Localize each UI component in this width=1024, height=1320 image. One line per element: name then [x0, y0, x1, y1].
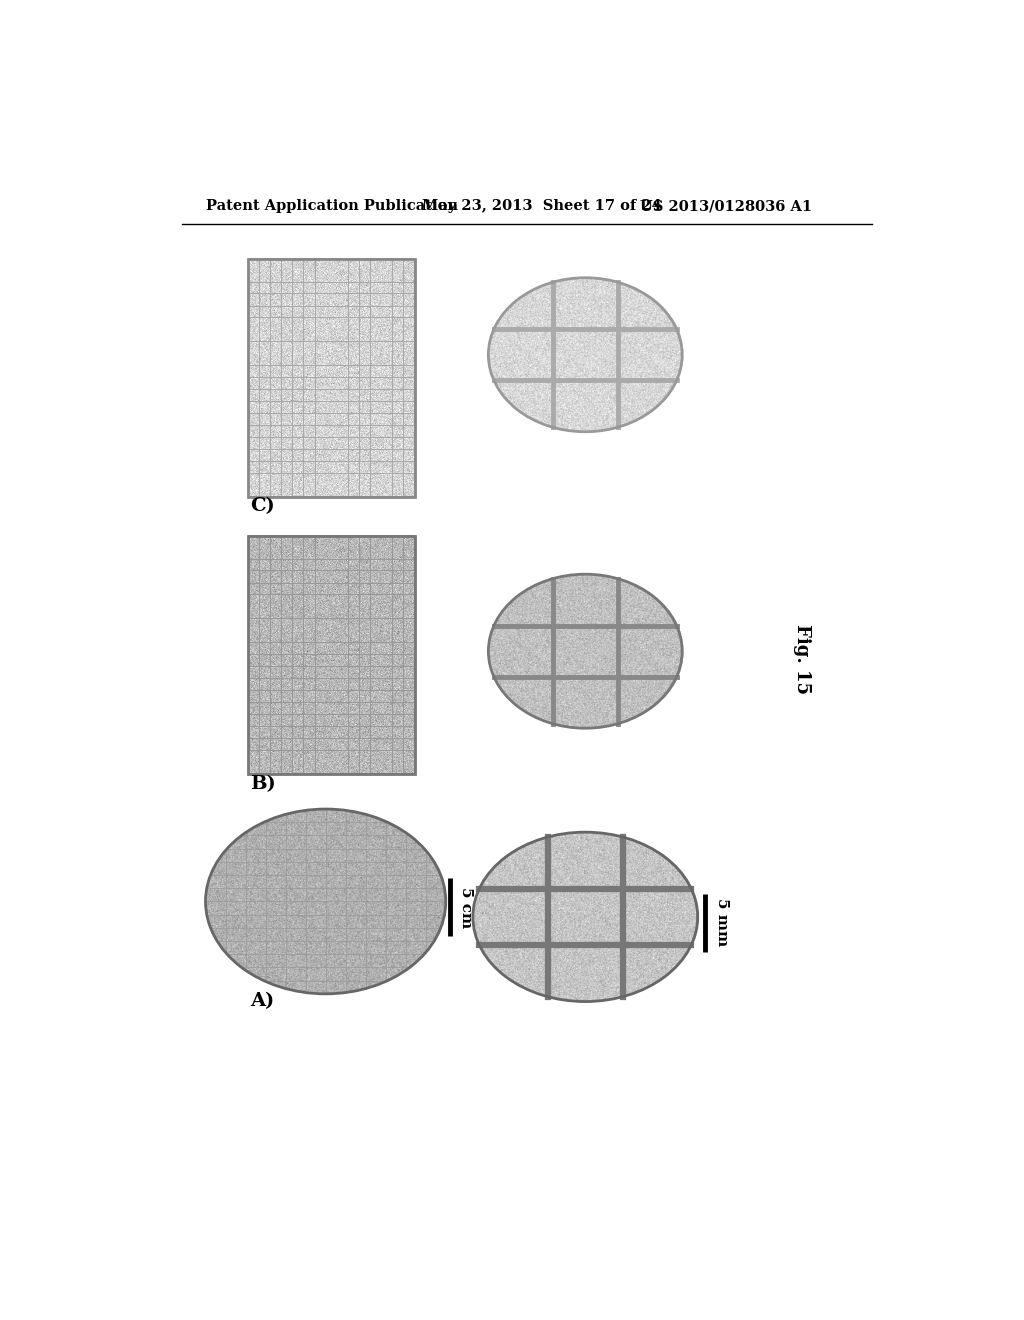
Bar	[248, 536, 415, 775]
Bar	[248, 259, 415, 498]
Text: Patent Application Publication: Patent Application Publication	[206, 199, 458, 213]
Text: May 23, 2013  Sheet 17 of 24: May 23, 2013 Sheet 17 of 24	[423, 199, 663, 213]
Text: US 2013/0128036 A1: US 2013/0128036 A1	[640, 199, 812, 213]
Text: 5 mm: 5 mm	[715, 899, 729, 946]
Text: Fig. 15: Fig. 15	[794, 624, 811, 694]
Text: C): C)	[251, 498, 275, 515]
Text: B): B)	[251, 775, 276, 792]
Text: A): A)	[251, 993, 274, 1011]
Text: 5 cm: 5 cm	[459, 887, 473, 928]
